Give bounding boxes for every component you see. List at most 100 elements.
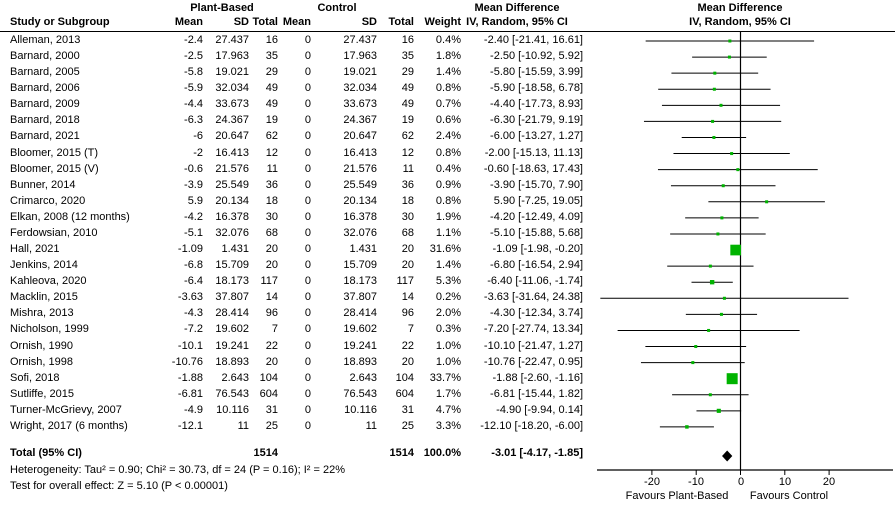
cell-weight: 1.4%: [435, 259, 461, 271]
cell-ctrlTotal: 22: [401, 340, 414, 352]
cell-ctrlSd: 17.963: [343, 50, 377, 62]
study-label: Barnard, 2021: [10, 130, 80, 142]
cell-ctrlMean: 0: [304, 34, 311, 46]
cell-ctrlSd: 11: [365, 420, 377, 432]
cell-ctrlMean: 0: [304, 356, 311, 368]
effect-marker: [721, 184, 725, 188]
cell-plantMean: -6.81: [177, 388, 203, 400]
cell-plantSd: 37.807: [215, 291, 249, 303]
cell-ctrlMean: 0: [304, 163, 311, 175]
cell-ctrlSd: 33.673: [343, 98, 377, 110]
cell-weight: 4.7%: [435, 404, 461, 416]
cell-ctrlMean: 0: [304, 291, 311, 303]
cell-plantSd: 28.414: [215, 307, 249, 319]
study-label: Barnard, 2006: [10, 82, 80, 94]
cell-ctrlTotal: 96: [401, 307, 414, 319]
cell-ctrlSd: 18.173: [343, 275, 377, 287]
total-diamond: [722, 450, 733, 462]
cell-plantTotal: 19: [265, 114, 278, 126]
effect-marker: [730, 244, 742, 256]
cell-plantSd: 15.709: [215, 259, 249, 271]
cell-ctrlMean: 0: [304, 372, 311, 384]
cell-ctrlSd: 1.431: [349, 243, 377, 255]
cell-plantMean: -5.1: [184, 227, 203, 239]
cell-weight: 3.3%: [435, 420, 461, 432]
column-header-plant-sd: SD: [233, 16, 249, 28]
cell-plantSd: 33.673: [215, 98, 249, 110]
cell-ctrlTotal: 29: [401, 66, 414, 78]
cell-ci: -6.81 [-15.44, 1.82]: [490, 388, 583, 400]
axis-tick-label: 10: [778, 476, 792, 488]
study-label: Wright, 2017 (6 months): [10, 420, 128, 432]
effect-marker: [727, 55, 731, 59]
cell-plantTotal: 604: [259, 388, 278, 400]
cell-ctrlMean: 0: [304, 98, 311, 110]
cell-ctrlTotal: 16: [401, 34, 414, 46]
cell-ctrlMean: 0: [304, 50, 311, 62]
study-label: Alleman, 2013: [10, 34, 81, 46]
cell-ctrlSd: 20.134: [343, 195, 377, 207]
cell-plantTotal: 18: [265, 195, 278, 207]
total-ci: -3.01 [-4.17, -1.85]: [491, 447, 583, 459]
cell-plantMean: -5.8: [184, 66, 203, 78]
cell-ci: -0.60 [-18.63, 17.43]: [483, 163, 583, 175]
cell-weight: 0.8%: [435, 195, 461, 207]
plot-title-mean-difference: Mean Difference: [697, 2, 783, 14]
cell-plantMean: -12.1: [177, 420, 203, 432]
cell-plantMean: -4.3: [184, 307, 203, 319]
cell-plantMean: -3.63: [177, 291, 203, 303]
cell-plantTotal: 62: [265, 130, 278, 142]
study-label: Turner-McGrievy, 2007: [10, 404, 122, 416]
cell-plantSd: 32.076: [215, 227, 249, 239]
study-label: Mishra, 2013: [10, 307, 74, 319]
study-label: Sutliffe, 2015: [10, 388, 75, 400]
cell-plantMean: -7.2: [184, 323, 203, 335]
cell-ctrlSd: 20.647: [343, 130, 377, 142]
cell-ctrlMean: 0: [304, 147, 311, 159]
axis-tick-label: 20: [822, 476, 836, 488]
cell-weight: 1.0%: [435, 356, 461, 368]
cell-weight: 0.6%: [435, 114, 461, 126]
cell-ci: -6.30 [-21.79, 9.19]: [490, 114, 583, 126]
cell-ci: -5.90 [-18.58, 6.78]: [490, 82, 583, 94]
cell-plantTotal: 7: [271, 323, 278, 335]
cell-ci: -4.20 [-12.49, 4.09]: [490, 211, 583, 223]
column-header-plant-mean: Mean: [174, 16, 203, 28]
cell-plantMean: -10.76: [171, 356, 203, 368]
cell-ctrlMean: 0: [304, 195, 311, 207]
axis-tick-label: -10: [688, 476, 704, 488]
study-label: Barnard, 2005: [10, 66, 80, 78]
cell-ctrlTotal: 18: [401, 195, 414, 207]
cell-ctrlMean: 0: [304, 259, 311, 271]
cell-ci: -1.09 [-1.98, -0.20]: [492, 243, 584, 255]
cell-ctrlMean: 0: [304, 340, 311, 352]
study-label: Macklin, 2015: [10, 291, 78, 303]
cell-plantMean: -2.4: [184, 34, 203, 46]
cell-ci: -6.40 [-11.06, -1.74]: [487, 275, 583, 287]
plot-subtitle-ci: IV, Random, 95% CI: [689, 16, 791, 28]
study-label: Bunner, 2014: [10, 179, 76, 191]
cell-plantSd: 10.116: [216, 404, 249, 416]
cell-plantMean: -5.9: [184, 82, 203, 94]
cell-plantSd: 19.602: [215, 323, 249, 335]
cell-plantMean: -3.9: [184, 179, 203, 191]
cell-ctrlSd: 25.549: [343, 179, 377, 191]
effect-marker: [716, 408, 721, 413]
cell-ctrlSd: 19.602: [343, 323, 377, 335]
effect-marker: [694, 345, 698, 349]
effect-marker: [691, 361, 695, 365]
cell-plantSd: 76.543: [215, 388, 249, 400]
cell-ctrlMean: 0: [304, 179, 311, 191]
cell-plantSd: 19.021: [215, 66, 249, 78]
cell-plantTotal: 20: [265, 259, 278, 271]
cell-plantMean: -6.8: [184, 259, 203, 271]
cell-ctrlTotal: 49: [401, 82, 414, 94]
cell-plantTotal: 22: [265, 340, 278, 352]
cell-ci: -6.00 [-13.27, 1.27]: [490, 130, 583, 142]
cell-ctrlMean: 0: [304, 275, 311, 287]
cell-plantMean: -0.6: [184, 163, 203, 175]
cell-ctrlSd: 32.076: [343, 227, 377, 239]
column-header-study: Study or Subgroup: [10, 16, 110, 28]
column-group-mean-difference: Mean Difference: [474, 2, 560, 14]
cell-plantSd: 18.893: [215, 356, 249, 368]
